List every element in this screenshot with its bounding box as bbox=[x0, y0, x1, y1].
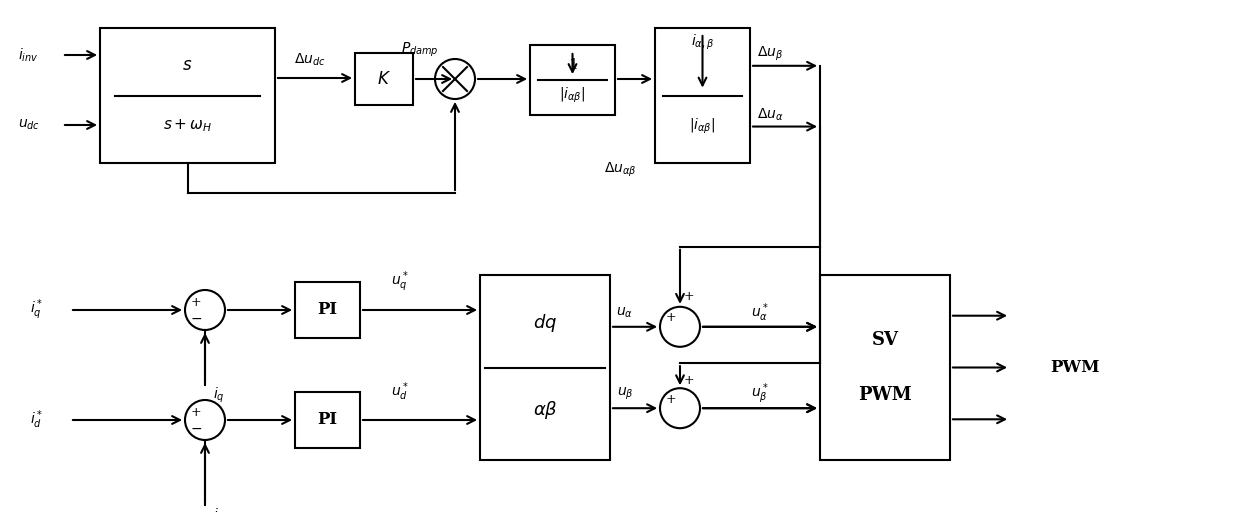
Text: $\Delta u_{dc}$: $\Delta u_{dc}$ bbox=[294, 52, 326, 68]
Text: +: + bbox=[684, 374, 695, 387]
Text: $i_{\alpha,\beta}$: $i_{\alpha,\beta}$ bbox=[691, 32, 714, 52]
Text: PWM: PWM bbox=[859, 386, 912, 404]
Bar bbox=[356, 53, 413, 105]
Text: +: + bbox=[684, 290, 695, 303]
Text: $\alpha\beta$: $\alpha\beta$ bbox=[533, 399, 558, 421]
Text: +: + bbox=[191, 295, 201, 309]
Text: $-$: $-$ bbox=[190, 421, 202, 435]
Bar bbox=[655, 28, 750, 163]
Text: $u_{\alpha}$: $u_{\alpha}$ bbox=[617, 306, 633, 320]
Text: $i_d$: $i_d$ bbox=[213, 506, 225, 512]
Text: 1: 1 bbox=[567, 58, 577, 72]
Text: $s+\omega_H$: $s+\omega_H$ bbox=[164, 117, 212, 134]
Text: $u_q^*$: $u_q^*$ bbox=[392, 270, 409, 294]
Text: $i_{inv}$: $i_{inv}$ bbox=[19, 46, 38, 63]
Text: $u_d^*$: $u_d^*$ bbox=[392, 381, 409, 403]
Text: $dq$: $dq$ bbox=[533, 312, 558, 334]
Text: +: + bbox=[665, 393, 676, 406]
Text: $i_q$: $i_q$ bbox=[213, 386, 224, 404]
Text: $|i_{\alpha\beta}|$: $|i_{\alpha\beta}|$ bbox=[559, 86, 586, 105]
Text: SV: SV bbox=[871, 331, 898, 349]
Text: $u_{\beta}^*$: $u_{\beta}^*$ bbox=[751, 382, 769, 407]
Text: $u_{\alpha}^*$: $u_{\alpha}^*$ bbox=[751, 302, 769, 324]
Text: $P_{damp}$: $P_{damp}$ bbox=[401, 41, 439, 59]
Text: +: + bbox=[665, 311, 676, 324]
Text: $K$: $K$ bbox=[377, 71, 392, 88]
Text: $\Delta u_{\alpha}$: $\Delta u_{\alpha}$ bbox=[757, 106, 783, 123]
Bar bbox=[530, 45, 615, 115]
Bar bbox=[295, 282, 361, 338]
Bar bbox=[479, 275, 610, 460]
Text: $|i_{\alpha\beta}|$: $|i_{\alpha\beta}|$ bbox=[689, 117, 716, 136]
Text: PI: PI bbox=[317, 412, 337, 429]
Bar bbox=[820, 275, 950, 460]
Text: $u_{\beta}$: $u_{\beta}$ bbox=[617, 386, 633, 402]
Text: $s$: $s$ bbox=[182, 57, 192, 74]
Text: $\Delta u_{\beta}$: $\Delta u_{\beta}$ bbox=[757, 45, 783, 63]
Text: PWM: PWM bbox=[1049, 359, 1099, 376]
Bar bbox=[295, 392, 361, 448]
Bar bbox=[100, 28, 275, 163]
Text: $\Delta u_{\alpha\beta}$: $\Delta u_{\alpha\beta}$ bbox=[603, 161, 637, 179]
Text: +: + bbox=[191, 406, 201, 418]
Text: $u_{dc}$: $u_{dc}$ bbox=[19, 118, 40, 132]
Text: $i_d^*$: $i_d^*$ bbox=[30, 409, 43, 431]
Text: $i_q^*$: $i_q^*$ bbox=[30, 298, 43, 322]
Text: PI: PI bbox=[317, 302, 337, 318]
Text: $-$: $-$ bbox=[190, 311, 202, 325]
